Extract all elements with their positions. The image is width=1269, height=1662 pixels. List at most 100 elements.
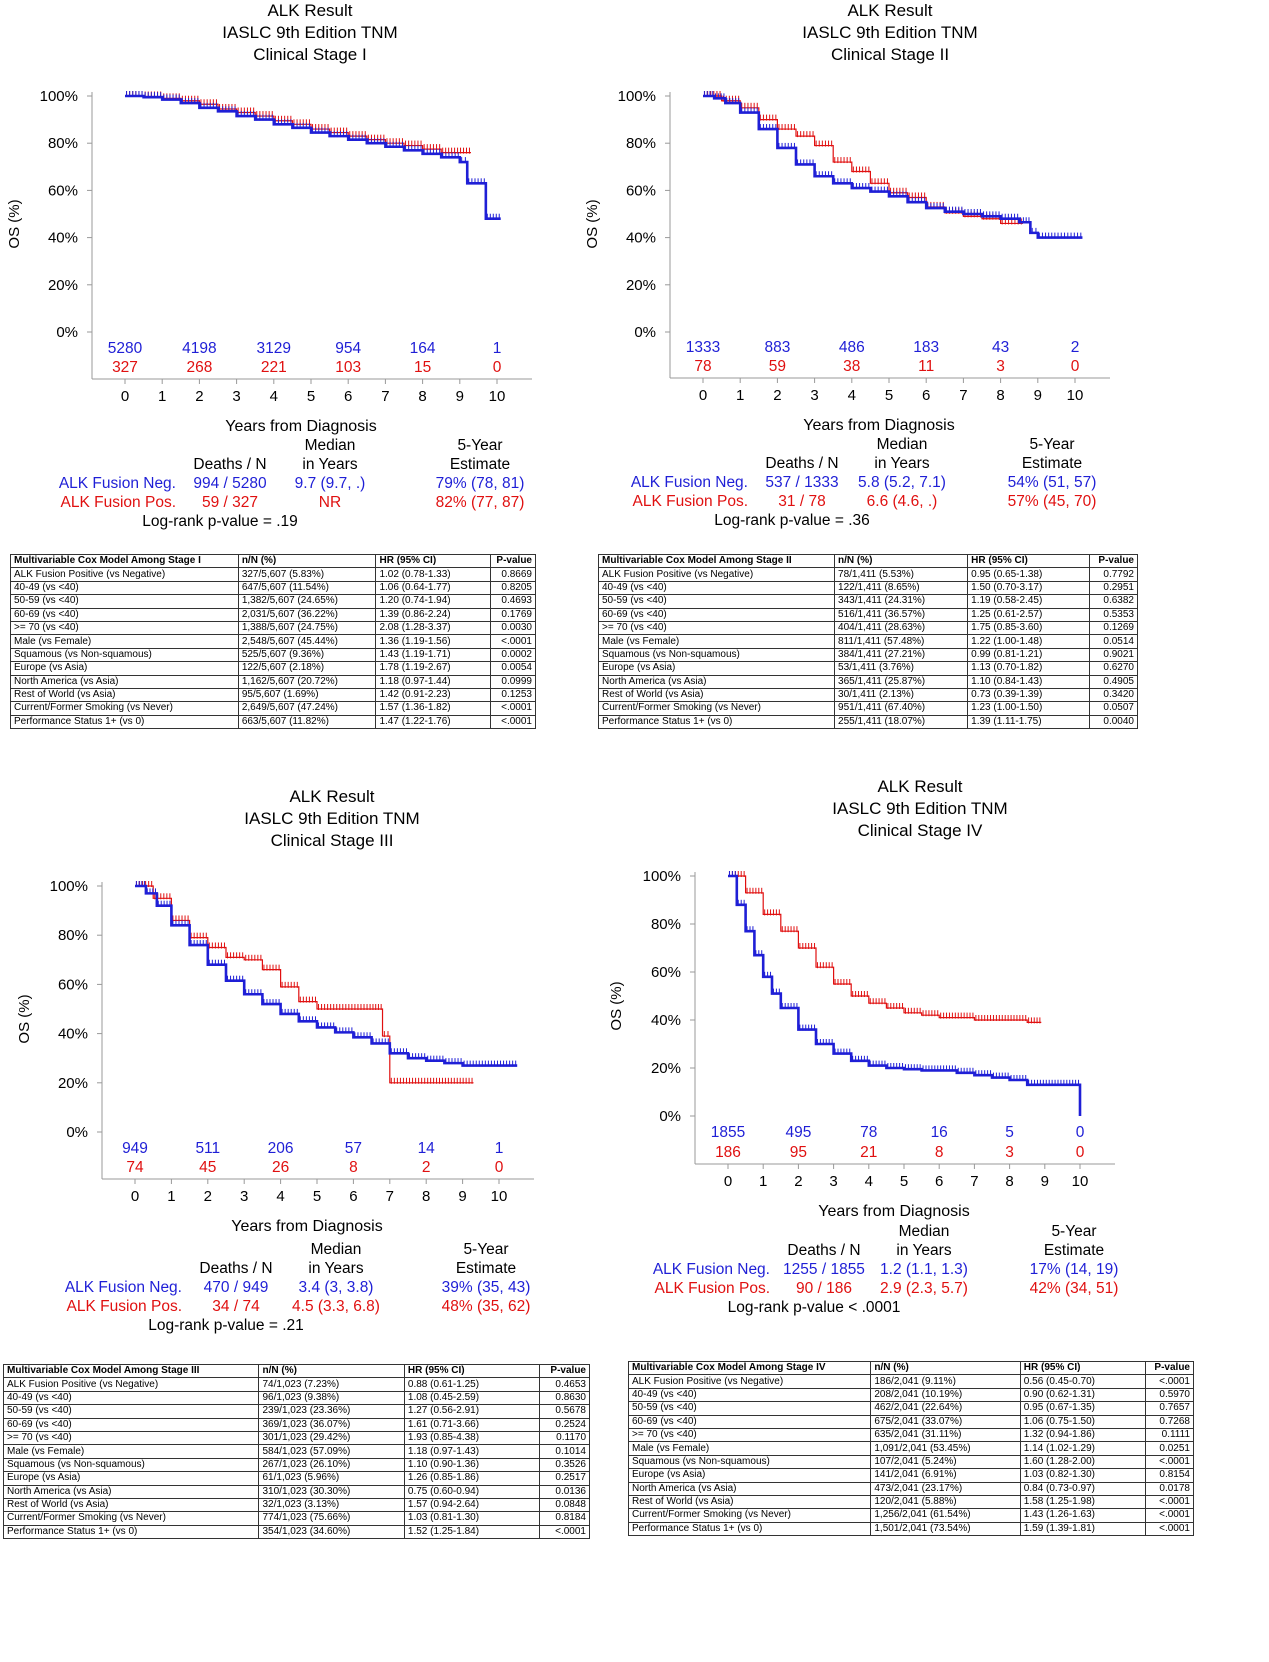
summary-hdr_median2: in Years	[308, 1260, 364, 1277]
risk-count-neg: 486	[839, 339, 865, 356]
cox-row: 60-69 (vs <40) 369/1,023 (36.07%) 1.61 (0.…	[2, 1417, 590, 1432]
summary-neg-deaths: 537 / 1333	[765, 474, 839, 491]
x-tick-label: 10	[1072, 1173, 1089, 1190]
cox-row: 60-69 (vs <40) 516/1,411 (36.57%) 1.25 (0.…	[597, 607, 1138, 622]
summary-neg-median: 3.4 (3, 3.8)	[298, 1279, 374, 1296]
summary-hdr_deaths: Deaths / N	[193, 456, 267, 473]
summary-hdr_median1: Median	[876, 436, 928, 453]
chart-title-line: ALK Result	[847, 1, 933, 20]
y-tick-label: 100%	[40, 88, 78, 105]
y-axis-label: OS (%)	[16, 994, 33, 1043]
cox-cell: 1.60 (1.28-2.00)	[1019, 1454, 1147, 1470]
risk-count-neg: 495	[785, 1124, 811, 1141]
cox-cell: Performance Status 1+ (vs 0)	[627, 1521, 872, 1537]
summary-hdr_median2: in Years	[896, 1242, 952, 1259]
chart-title: ALK Result IASLC 9th Edition TNM Clinical …	[770, 776, 1070, 842]
cox-cell: 1.59 (1.39-1.81)	[1019, 1521, 1147, 1537]
risk-count-pos: 38	[843, 358, 860, 375]
summary-neg-median: 9.7 (9.7, .)	[294, 475, 366, 492]
x-tick-label: 9	[458, 1188, 466, 1205]
cox-cell: 0.6270	[1089, 661, 1138, 676]
cox-cell: 473/2,041 (23.17%)	[870, 1481, 1021, 1496]
risk-count-pos: 221	[261, 359, 287, 376]
cox-cell: 462/2,041 (22.64%)	[870, 1401, 1021, 1416]
cox-header-cell: n/N (%)	[258, 1363, 405, 1379]
cox-cell: <.0001	[539, 1524, 590, 1540]
x-axis-label: Years from Diagnosis	[225, 418, 376, 435]
risk-count-neg: 0	[1076, 1124, 1085, 1141]
cox-cell: <.0001	[490, 714, 536, 730]
x-tick-label: 2	[773, 387, 781, 404]
survival-summary: Median 5-Year Deaths / N in Years Estimate AL…	[59, 436, 560, 536]
cox-cell: 0.88 (0.61-1.25)	[403, 1377, 541, 1392]
x-tick-label: 4	[865, 1173, 873, 1190]
risk-count-pos: 78	[694, 358, 711, 375]
cox-cell: 239/1,023 (23.36%)	[258, 1404, 405, 1419]
cox-cell: <.0001	[1145, 1374, 1194, 1389]
cox-cell: 107/2,041 (5.24%)	[870, 1454, 1021, 1470]
cox-model-table: Multivariable Cox Model Among Stage II n/…	[597, 553, 1138, 730]
cox-row: >= 70 (vs <40) 301/1,023 (29.42%) 1.93 (0.…	[2, 1430, 590, 1446]
cox-row: 40-49 (vs <40) 122/1,411 (8.65%) 1.50 (0.7…	[597, 580, 1138, 596]
summary-neg-label: ALK Fusion Neg.	[58, 475, 176, 492]
risk-count-pos: 103	[335, 359, 361, 376]
risk-count-neg: 183	[913, 339, 939, 356]
summary-neg-label: ALK Fusion Neg.	[64, 1279, 182, 1296]
summary-hdr_est2: Estimate	[1021, 455, 1083, 472]
summary-pos-deaths: 31 / 78	[778, 493, 826, 510]
cox-cell: 1.27 (0.56-2.91)	[403, 1404, 541, 1419]
cox-cell: 0.84 (0.73-0.97)	[1019, 1481, 1147, 1496]
cox-cell: 0.0251	[1145, 1441, 1194, 1456]
cox-row: 40-49 (vs <40) 647/5,607 (11.54%) 1.06 (0.…	[10, 580, 536, 596]
risk-count-pos: 0	[1076, 1144, 1085, 1161]
cox-row: Performance Status 1+ (vs 0) 663/5,607 (1…	[10, 714, 536, 730]
x-tick-label: 8	[422, 1188, 430, 1205]
x-tick-label: 5	[313, 1188, 321, 1205]
cox-row: 50-59 (vs <40) 343/1,411 (24.31%) 1.19 (0.…	[597, 594, 1138, 609]
risk-count-pos: 268	[186, 359, 212, 376]
cox-cell: 0.1253	[490, 687, 536, 703]
cox-cell: 0.5678	[539, 1404, 590, 1419]
chart-title-line: Clinical Stage IV	[857, 821, 983, 840]
risk-count-neg: 206	[268, 1140, 294, 1157]
cox-row: North America (vs Asia) 473/2,041 (23.17%…	[627, 1481, 1194, 1496]
y-tick-label: 40%	[651, 1012, 681, 1029]
cox-cell: 40-49 (vs <40)	[2, 1390, 260, 1406]
y-tick-label: 0%	[56, 324, 78, 341]
summary-hdr_deaths: Deaths / N	[765, 455, 839, 472]
cox-cell: 774/1,023 (75.66%)	[258, 1511, 405, 1526]
y-tick-label: 40%	[48, 230, 78, 247]
summary-hdr_est1: 5-Year	[457, 437, 503, 454]
survival-summary: Median 5-Year Deaths / N in Years Estimate AL…	[653, 1222, 1154, 1322]
risk-count-pos: 21	[860, 1144, 877, 1161]
cox-cell: <.0001	[1145, 1494, 1194, 1510]
y-tick-label: 80%	[626, 135, 656, 152]
chart-title-line: IASLC 9th Edition TNM	[244, 809, 420, 828]
cox-cell: 50-59 (vs <40)	[2, 1404, 260, 1419]
chart-title-line: ALK Result	[289, 787, 375, 806]
cox-cell: 0.2517	[539, 1471, 590, 1486]
x-tick-label: 6	[922, 387, 930, 404]
risk-count-pos: 26	[272, 1159, 289, 1176]
x-axis-label: Years from Diagnosis	[231, 1218, 382, 1235]
summary-pos-median: NR	[318, 494, 342, 511]
cox-row: North America (vs Asia) 310/1,023 (30.30%…	[2, 1484, 590, 1499]
cox-cell: 208/2,041 (10.19%)	[870, 1387, 1021, 1403]
summary-pos-est: 82% (77, 87)	[435, 494, 525, 511]
cox-cell: Performance Status 1+ (vs 0)	[10, 714, 239, 730]
logrank-pvalue: Log-rank p-value < .0001	[727, 1299, 901, 1316]
cox-cell: Squamous (vs Non-squamous)	[627, 1454, 872, 1470]
cox-row: Europe (vs Asia) 141/2,041 (6.91%) 1.03 (0…	[627, 1468, 1194, 1483]
y-tick-label: 100%	[50, 878, 88, 895]
risk-count-pos: 0	[495, 1159, 504, 1176]
x-tick-label: 0	[699, 387, 707, 404]
risk-count-neg: 1	[493, 340, 502, 357]
y-tick-label: 60%	[58, 976, 88, 993]
risk-count-neg: 16	[931, 1124, 948, 1141]
cox-cell: 0.56 (0.45-0.70)	[1019, 1374, 1147, 1389]
x-tick-label: 10	[489, 388, 506, 405]
x-tick-label: 5	[885, 387, 893, 404]
cox-cell: 675/2,041 (33.07%)	[870, 1414, 1021, 1429]
cox-cell: Europe (vs Asia)	[627, 1468, 872, 1483]
